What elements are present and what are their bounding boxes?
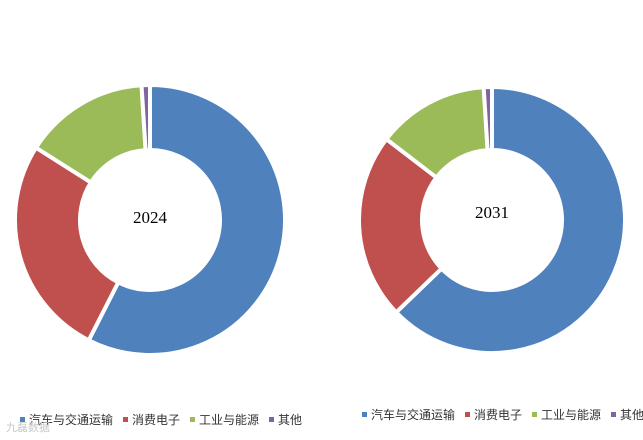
- legend-swatch: [532, 412, 538, 417]
- donut-slice-2031-3: [481, 85, 494, 153]
- legend-swatch: [465, 412, 471, 417]
- legend-label: 消费电子: [474, 408, 523, 422]
- watermark: 九磊数据: [6, 421, 50, 434]
- legend-label: 汽车与交通运输: [29, 413, 114, 427]
- legend-item: 汽车与交通运输: [362, 406, 455, 423]
- center-label-2031: 2031: [475, 203, 509, 222]
- donut-slice-2031-0: [394, 85, 627, 355]
- legend-label: 其他: [278, 413, 303, 427]
- legend-item: 汽车与交通运输: [20, 411, 113, 428]
- center-label-2024: 2024: [133, 208, 168, 227]
- legend-label: 其他: [620, 408, 643, 422]
- legend-item: 工业与能源: [532, 406, 601, 423]
- legend-label: 汽车与交通运输: [371, 408, 456, 422]
- legend-swatch: [269, 417, 275, 422]
- legend-swatch: [362, 412, 367, 417]
- legend-label: 消费电子: [132, 413, 181, 427]
- donut-chart-2031: [357, 85, 627, 355]
- legend-label: 工业与能源: [199, 413, 260, 427]
- donut-slice-2024-0: [86, 83, 287, 357]
- legend-item: 其他: [269, 411, 302, 428]
- legend-item: 消费电子: [123, 411, 180, 428]
- legend-right: 汽车与交通运输 消费电子 工业与能源 其他: [362, 406, 643, 423]
- donut-slice-2024-3: [139, 83, 152, 153]
- donut-slice-2024-1: [13, 145, 121, 343]
- legend-swatch: [20, 417, 25, 422]
- legend-item: 工业与能源: [190, 411, 259, 428]
- legend-item: 消费电子: [465, 406, 522, 423]
- donut-chart-2024: [13, 83, 287, 357]
- legend-item: 其他: [611, 406, 643, 423]
- donut-slice-2031-1: [357, 137, 444, 315]
- legend-swatch: [190, 417, 196, 422]
- legend-swatch: [611, 412, 617, 417]
- legend-left: 汽车与交通运输 消费电子 工业与能源 其他: [20, 411, 302, 428]
- legend-swatch: [123, 417, 129, 422]
- legend-label: 工业与能源: [541, 408, 602, 422]
